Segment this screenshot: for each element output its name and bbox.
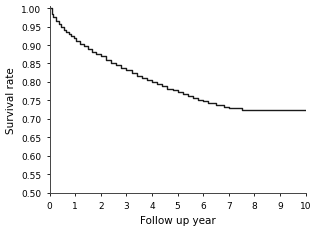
Y-axis label: Survival rate: Survival rate (6, 67, 16, 133)
X-axis label: Follow up year: Follow up year (140, 216, 216, 225)
